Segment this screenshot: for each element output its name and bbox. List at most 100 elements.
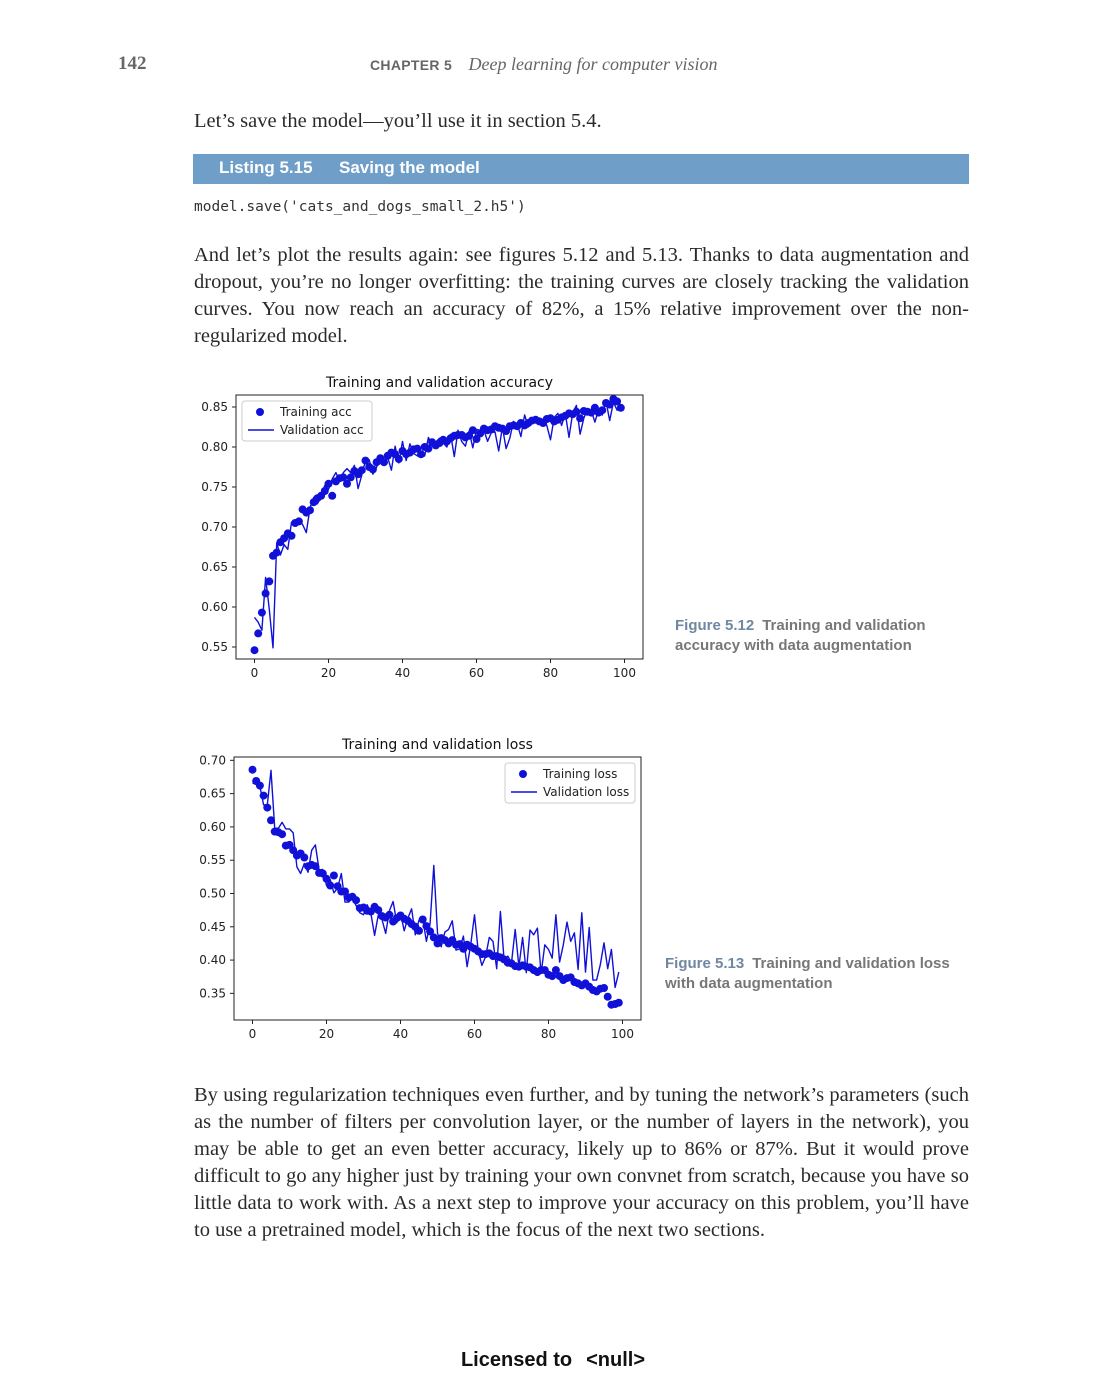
- y-tick-label: 0.80: [201, 440, 228, 454]
- training-data-point: [341, 887, 349, 896]
- chart-title: Training and validation accuracy: [325, 375, 553, 391]
- chart-title: Training and validation loss: [341, 737, 533, 753]
- training-data-point: [385, 910, 394, 919]
- training-data-point: [361, 456, 370, 465]
- training-data-point: [346, 473, 355, 482]
- figure-5-12-caption: Figure 5.12 Training and validation accur…: [675, 616, 975, 656]
- figure-5-12-number: Figure 5.12: [675, 617, 755, 634]
- figure-5-13-number: Figure 5.13: [665, 955, 745, 972]
- legend-marker-dot: [256, 408, 264, 416]
- x-tick-label: 100: [613, 666, 636, 680]
- training-data-point: [267, 816, 275, 825]
- plot-frame: [233, 756, 642, 1021]
- y-tick-label: 0.65: [199, 787, 226, 801]
- training-data-point: [394, 455, 403, 463]
- training-data-point: [572, 407, 581, 416]
- x-tick-label: 80: [543, 666, 558, 680]
- y-tick-label: 0.65: [201, 560, 228, 574]
- training-data-point: [300, 853, 309, 862]
- validation-series-line: [252, 769, 620, 989]
- training-data-point: [368, 465, 377, 474]
- legend-marker-dot: [519, 770, 527, 778]
- training-data-point: [374, 906, 383, 915]
- training-data-point: [265, 577, 274, 586]
- legend-label: Training loss: [542, 767, 617, 781]
- training-data-point: [272, 548, 281, 557]
- training-data-point: [306, 506, 314, 515]
- y-tick-label: 0.75: [201, 480, 228, 494]
- plot-frame: [235, 394, 644, 660]
- training-data-point: [616, 403, 625, 412]
- training-data-point: [329, 871, 338, 880]
- y-tick-label: 0.85: [201, 400, 228, 414]
- training-data-point: [603, 992, 612, 1001]
- training-data-point: [417, 450, 425, 459]
- code-line: model.save('cats_and_dogs_small_2.h5'): [194, 199, 526, 215]
- training-data-point: [352, 896, 361, 905]
- training-data-point: [257, 608, 266, 617]
- training-data-point: [551, 966, 560, 975]
- figure-5-13-caption: Figure 5.13 Training and validation loss …: [665, 954, 965, 994]
- training-data-point: [357, 466, 366, 475]
- training-data-point: [426, 927, 435, 936]
- training-data-point: [380, 458, 388, 467]
- legend-label: Validation loss: [543, 785, 629, 799]
- listing-title: Saving the model: [339, 158, 480, 177]
- x-tick-label: 20: [319, 1027, 334, 1041]
- training-data-point: [278, 830, 287, 839]
- chapter-title: Deep learning for computer vision: [468, 54, 718, 74]
- paragraph-3: By using regularization techniques even …: [194, 1084, 969, 1241]
- figure-5-13-text: Training and validation loss with data a…: [665, 955, 950, 992]
- y-tick-label: 0.45: [199, 920, 226, 934]
- training-data-point: [294, 517, 303, 526]
- x-tick-label: 0: [251, 666, 259, 680]
- x-tick-label: 80: [541, 1027, 556, 1041]
- training-data-point: [311, 862, 320, 871]
- training-data-point: [424, 444, 433, 453]
- training-data-point: [468, 426, 477, 435]
- training-data-point: [320, 487, 329, 495]
- y-tick-label: 0.55: [199, 853, 226, 867]
- x-tick-label: 0: [249, 1027, 257, 1041]
- training-data-point: [324, 479, 333, 488]
- y-tick-label: 0.70: [201, 520, 228, 534]
- training-data-point: [614, 998, 623, 1007]
- figure-5-12-text: Training and validation accuracy with da…: [675, 617, 926, 654]
- chapter-label: CHAPTER 5: [370, 57, 453, 73]
- legend-box: [504, 762, 636, 804]
- page-number: 142: [118, 53, 147, 74]
- x-tick-label: 60: [467, 1027, 482, 1041]
- legend-box: [241, 400, 373, 442]
- y-tick-label: 0.40: [199, 953, 226, 967]
- training-data-point: [250, 646, 259, 655]
- training-data-point: [613, 397, 622, 406]
- x-tick-label: 60: [469, 666, 484, 680]
- paragraph-2: And let’s plot the results again: see fi…: [194, 244, 969, 347]
- training-data-point: [255, 781, 264, 790]
- y-tick-label: 0.50: [199, 886, 226, 900]
- running-header: CHAPTER 5 Deep learning for computer vis…: [370, 54, 718, 75]
- x-tick-label: 40: [395, 666, 410, 680]
- training-data-point: [548, 972, 557, 981]
- y-tick-label: 0.60: [199, 820, 226, 834]
- license-footer: Licensed to <null>: [0, 1349, 1106, 1372]
- loss-chart: Training and validation loss 0 20 40 60 80 100…: [199, 737, 642, 1041]
- legend-label: Validation acc: [280, 423, 364, 437]
- licensed-label: Licensed to: [460, 1349, 573, 1371]
- y-tick-label: 0.55: [201, 640, 228, 654]
- training-data-point: [326, 881, 335, 890]
- accuracy-chart: Training and validation accuracy 0 20 40 60 8…: [201, 375, 644, 680]
- training-data-point: [259, 791, 268, 800]
- y-tick-label: 0.70: [199, 753, 226, 767]
- training-data-point: [343, 479, 351, 488]
- training-data-point: [287, 531, 296, 540]
- training-data-point: [322, 874, 331, 883]
- training-data-point: [261, 589, 270, 598]
- training-data-point: [263, 803, 272, 812]
- training-data-point: [598, 406, 607, 415]
- intro-paragraph: Let’s save the model—you’ll use it in se…: [194, 110, 602, 132]
- listing-number: Listing 5.15: [219, 158, 313, 177]
- training-data-point: [600, 984, 608, 992]
- training-data-point: [248, 765, 257, 774]
- x-tick-label: 20: [321, 666, 336, 680]
